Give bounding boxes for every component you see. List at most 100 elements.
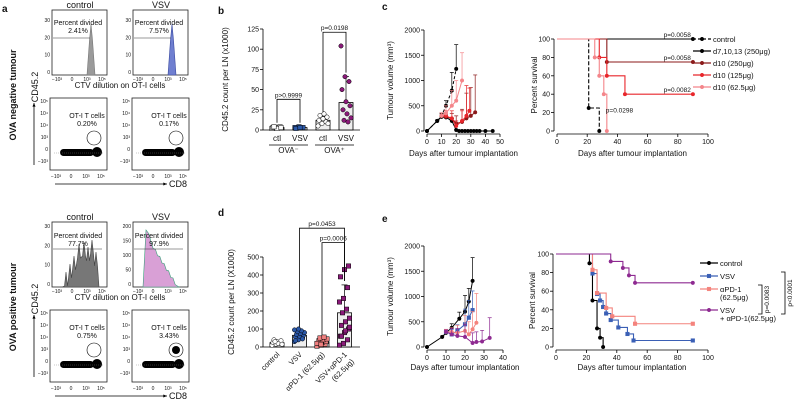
dot-y-tick: −10³ <box>120 371 130 377</box>
x-tick-label: 40 <box>613 355 621 362</box>
hist-x-tick: 10³ <box>164 289 172 295</box>
x-tick-label: 0 <box>425 139 429 146</box>
p-value-annotation: p=0.0082 <box>664 87 692 94</box>
dot-y-tick: 0 <box>127 147 130 153</box>
data-point <box>424 344 430 350</box>
survival-curve-control <box>557 38 600 131</box>
cell-population <box>60 361 94 368</box>
hist-y-tick: 30 <box>44 224 50 230</box>
cd8-population <box>174 359 184 369</box>
histogram-trace <box>61 239 100 288</box>
hist-y-tick: 0 <box>47 70 50 76</box>
data-point <box>337 342 342 348</box>
y-axis-label: Tumour volume (mm³) <box>386 41 395 120</box>
x-axis-label: Days after tumour implantation <box>409 149 518 158</box>
data-point <box>439 113 444 118</box>
dot-x-tick: 10³ <box>164 386 172 392</box>
data-point <box>297 125 303 131</box>
legend-marker <box>706 273 712 279</box>
p-value-annotation: p=0.0298 <box>606 107 634 114</box>
hist-y-tick: 100 <box>123 253 132 259</box>
data-point <box>347 315 352 321</box>
data-point <box>443 111 449 116</box>
hist-x-tick: 0 <box>152 77 155 83</box>
dot-x-tick: 10³ <box>164 174 172 180</box>
significance-bracket <box>322 31 347 113</box>
ot1-percent: 3.43% <box>159 333 179 340</box>
hist-x-tick: 0 <box>71 289 74 295</box>
y-tick-label: 100 <box>537 252 549 259</box>
p-value-annotation: p=0.0058 <box>664 55 692 62</box>
x-tick-label: 30 <box>480 355 488 362</box>
ot1-percent: 0.17% <box>159 121 179 128</box>
data-point <box>339 87 345 93</box>
data-point <box>341 340 346 346</box>
data-point <box>435 118 440 123</box>
y-tick-label: 20 <box>542 110 550 117</box>
data-point <box>296 326 301 332</box>
data-point <box>293 125 299 131</box>
ot1-label: OT-I T cells <box>69 325 105 332</box>
ot1-gate <box>86 342 102 358</box>
data-point <box>477 128 482 134</box>
dot-x-tick: 10³ <box>82 174 90 180</box>
legend-marker <box>699 48 705 54</box>
data-point <box>342 74 348 80</box>
dot-x-tick: −10³ <box>133 174 143 180</box>
data-point <box>454 98 459 103</box>
dot-y-tick: 0 <box>127 359 130 365</box>
legend-label: d7,10,13 (250μg) <box>713 47 771 56</box>
y-tick-label: 125 <box>247 27 259 34</box>
panel-label-e: e <box>382 214 388 225</box>
x-tick-label: 40 <box>482 139 490 146</box>
censor-mark <box>608 317 613 323</box>
censor-mark <box>690 92 695 97</box>
dot-x-tick: 10⁵ <box>97 386 105 392</box>
data-point <box>272 339 278 345</box>
percent-divided-value: 77.7% <box>68 241 88 248</box>
y-tick-label: 0 <box>255 345 259 352</box>
cd8-axis-arrow-head <box>163 182 167 186</box>
data-point <box>466 332 471 337</box>
censor-mark <box>622 92 628 97</box>
hist-y-tick: 20 <box>44 243 50 249</box>
y-tick-label: 1500 <box>404 53 420 60</box>
censor-mark <box>620 265 625 271</box>
panel-label-c: c <box>382 2 388 13</box>
survival-curve-αPD-1 (62.5μg) <box>556 253 693 325</box>
dot-y-tick: −10³ <box>120 159 130 165</box>
data-point <box>344 111 350 117</box>
hist-y-tick: 10 <box>44 263 50 269</box>
y-tick-label: 2000 <box>404 244 420 251</box>
dot-y-tick: 10³ <box>41 135 49 141</box>
data-point <box>338 43 344 49</box>
y-tick-label: 200 <box>247 309 259 316</box>
data-point <box>337 299 342 305</box>
x-tick-label: 30 <box>467 139 475 146</box>
y-tick-label: 300 <box>247 291 259 298</box>
y-axis-label: Tumour volume (mm³) <box>386 257 395 336</box>
data-point <box>345 337 350 343</box>
data-point <box>480 339 485 344</box>
dot-y-tick: 10⁵ <box>122 311 130 317</box>
y-tick-label: 0 <box>416 129 420 136</box>
data-point <box>347 103 353 109</box>
x-tick-label: 0 <box>554 355 558 362</box>
x-tick-label: 60 <box>643 355 651 362</box>
x-category-label: VSV <box>338 134 355 143</box>
data-point <box>424 128 430 134</box>
y-tick-label: 100 <box>538 37 550 44</box>
y-tick-label: 100 <box>247 327 259 334</box>
significance-bracket <box>758 284 763 315</box>
ot1-percent: 0.75% <box>77 333 97 340</box>
data-point <box>474 339 479 345</box>
legend-label: control <box>713 35 736 44</box>
data-point <box>345 285 350 291</box>
x-category-label: ctl <box>319 134 327 143</box>
data-point <box>473 110 478 115</box>
censor-mark <box>594 326 600 331</box>
cell-population <box>142 149 176 156</box>
x-tick-label: 0 <box>555 139 559 146</box>
p-value: p=0.0453 <box>308 221 336 228</box>
hist-x-tick: 10³ <box>164 77 172 83</box>
